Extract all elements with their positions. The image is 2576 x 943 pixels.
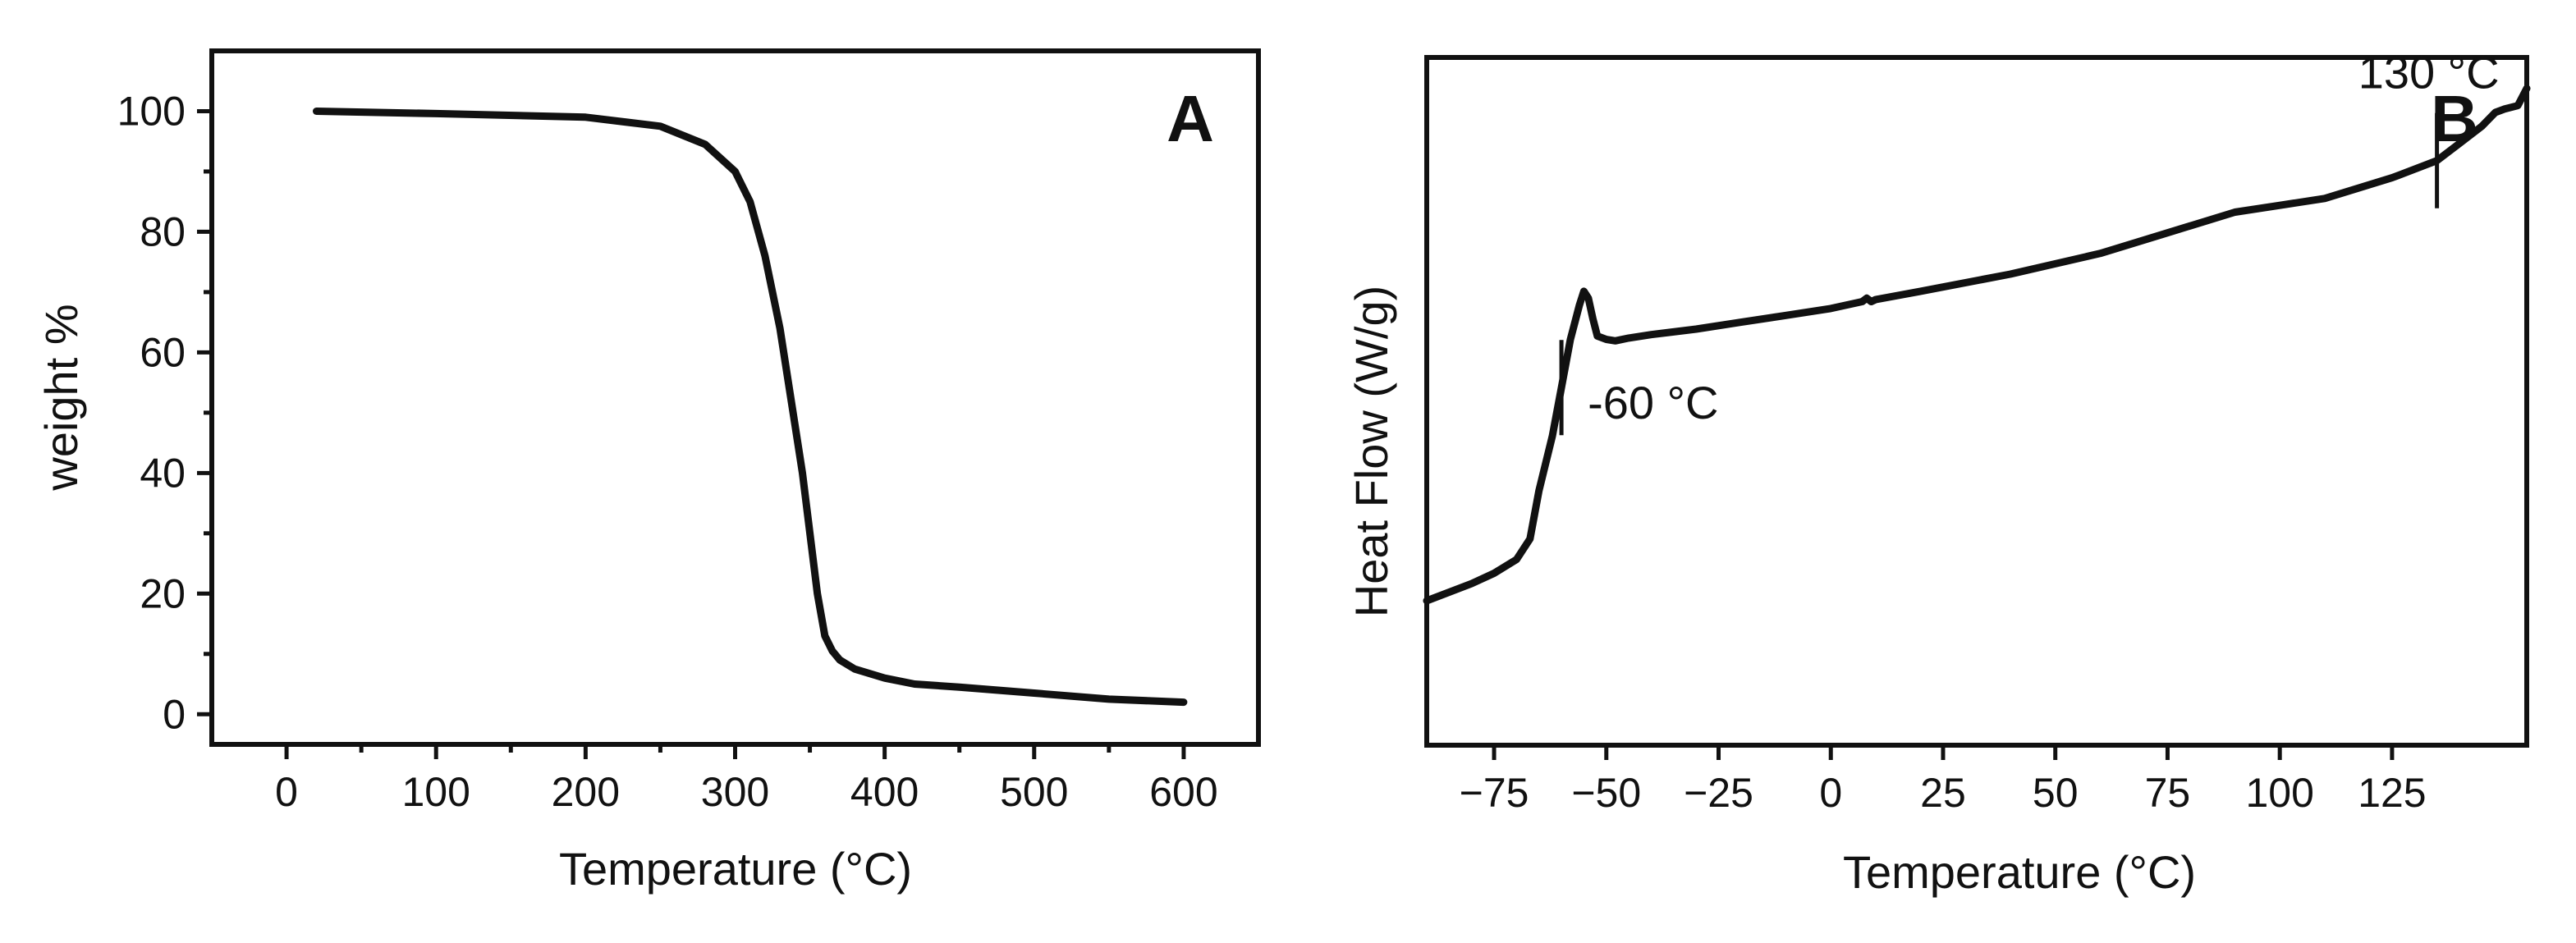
- panel-b-dsc-chart: −75 −50 −25 0 25 50 75 100 125 -60 °C 130 °C B Te…: [1345, 47, 2531, 898]
- panel-b-x-axis-label: Temperature (°C): [1843, 846, 2196, 898]
- panel-b-x-tick-label: 50: [2033, 770, 2079, 816]
- panel-b-x-tick-label: 0: [1819, 770, 1842, 816]
- panel-a-y-tick-label: 20: [140, 570, 186, 616]
- panel-b-x-tick-label: 25: [1920, 770, 1966, 816]
- panel-b-x-tick-label: 100: [2245, 770, 2313, 816]
- panel-b-series-line: [1423, 85, 2531, 605]
- panel-b-x-tick-label: −25: [1684, 770, 1753, 816]
- panel-a-x-tick-label: 500: [1000, 769, 1068, 815]
- panel-a-x-tick-label: 0: [275, 769, 298, 815]
- panel-a-y-tick-label: 0: [163, 691, 186, 737]
- panel-b-annotation-label: -60 °C: [1588, 377, 1718, 428]
- panel-a-letter: A: [1167, 82, 1214, 155]
- panel-b-y-axis-label: Heat Flow (W/g): [1345, 286, 1397, 618]
- panel-a-plot-frame: [209, 48, 1261, 747]
- panel-b-x-tick-label: 75: [2145, 770, 2191, 816]
- panel-a-y-tick-label: 100: [117, 88, 186, 134]
- panel-a-x-tick-label: 200: [552, 769, 620, 815]
- panel-b-annotation-label: 130 °C: [2358, 47, 2500, 98]
- panel-a-x-tick-label: 400: [850, 769, 919, 815]
- panel-b-annotations: -60 °C 130 °C: [1559, 47, 2500, 436]
- panel-b-x-tick-label: 125: [2358, 770, 2426, 816]
- panel-a-y-axis-label: weight %: [35, 304, 87, 491]
- panel-a-x-tick-label: 300: [701, 769, 769, 815]
- panel-b-plot-frame: [1424, 55, 2529, 748]
- panel-b-x-ticks: −75 −50 −25 0 25 50 75 100 125: [1460, 745, 2427, 816]
- panel-b-letter: B: [2431, 82, 2478, 155]
- panel-a-x-tick-label: 600: [1149, 769, 1217, 815]
- panel-a-tga-chart: 0 100 200 300 400 500 600 0 20 40 60 80 100 A Tempe…: [35, 48, 1261, 895]
- panel-a-y-tick-label: 40: [140, 450, 186, 496]
- panel-a-x-ticks: 0 100 200 300 400 500 600: [275, 744, 1218, 815]
- panel-a-series-line: [313, 108, 1188, 707]
- panel-a-x-axis-label: Temperature (°C): [559, 843, 912, 895]
- panel-a-y-tick-label: 60: [140, 329, 186, 375]
- panel-b-x-tick-label: −75: [1460, 770, 1529, 816]
- panel-a-y-tick-label: 80: [140, 208, 186, 254]
- panel-b-x-tick-label: −50: [1571, 770, 1641, 816]
- panel-a-x-tick-label: 100: [401, 769, 470, 815]
- panel-a-y-ticks: 0 20 40 60 80 100: [117, 88, 212, 737]
